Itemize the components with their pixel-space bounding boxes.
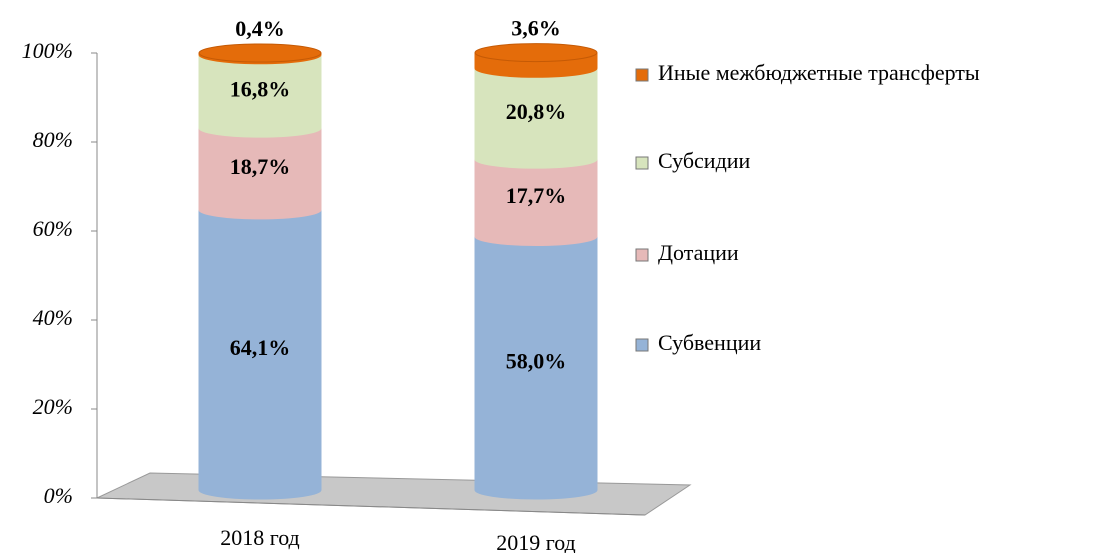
legend-marker xyxy=(635,248,649,262)
x-tick-label: 2019 год xyxy=(496,530,576,553)
floor xyxy=(96,472,692,516)
cylinder-top xyxy=(474,43,598,63)
value-label: 3,6% xyxy=(511,16,561,41)
x-axis xyxy=(96,497,646,516)
value-label: 20,8% xyxy=(506,99,567,124)
legend-label: Субвенции xyxy=(658,330,761,355)
legend-marker xyxy=(635,156,649,170)
value-label: 16,8% xyxy=(230,77,291,102)
legend-label: Субсидии xyxy=(658,148,751,173)
value-label: 17,7% xyxy=(506,183,567,208)
y-tick-label: 60% xyxy=(33,216,73,241)
legend-marker xyxy=(635,338,649,352)
y-tick-label: 80% xyxy=(33,127,73,152)
value-label: 64,1% xyxy=(230,335,291,360)
legend-label: Дотации xyxy=(658,240,739,265)
legend-marker xyxy=(635,68,649,82)
value-label: 58,0% xyxy=(506,348,567,373)
y-tick-label: 40% xyxy=(33,305,73,330)
value-label: 18,7% xyxy=(230,154,291,179)
legend-label: Иные межбюджетные трансферты xyxy=(658,60,980,85)
y-tick-label: 20% xyxy=(33,394,73,419)
y-tick-label: 100% xyxy=(22,38,73,63)
x-tick-label: 2018 год xyxy=(220,525,300,550)
cylinder-top xyxy=(198,43,322,63)
y-tick-label: 0% xyxy=(44,483,73,508)
value-label: 0,4% xyxy=(235,16,285,41)
